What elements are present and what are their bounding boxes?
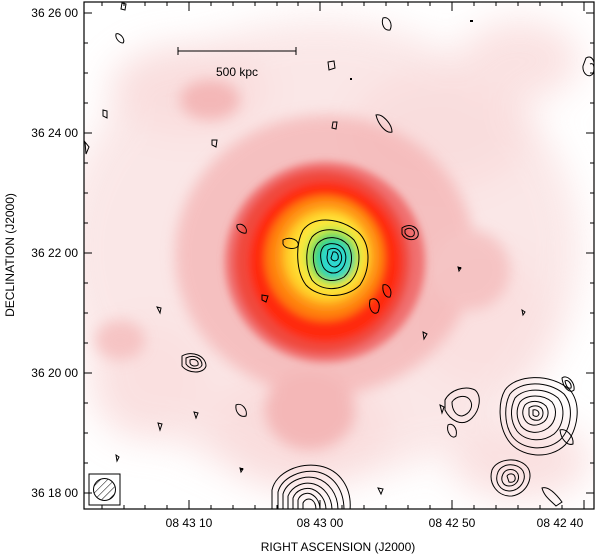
plot-frame: [83, 1, 595, 510]
y-tick-label: 36 20 00: [31, 366, 78, 380]
xray-emission-map: [84, 2, 594, 509]
x-tick-label: 08 43 10: [166, 516, 213, 530]
axis-ticks: [84, 2, 594, 509]
scale-bar-label: 500 kpc: [216, 65, 258, 79]
noise-specks: [240, 20, 473, 470]
x-axis-title: RIGHT ASCENSION (J2000): [261, 540, 416, 554]
x-tick-label: 08 43 00: [297, 516, 344, 530]
y-axis-title: DECLINATION (J2000): [3, 193, 17, 317]
y-tick-label: 36 26 00: [31, 6, 78, 20]
y-tick-label: 36 18 00: [31, 486, 78, 500]
x-tick-label: 08 42 40: [537, 516, 584, 530]
y-tick-labels: 36 26 00 36 24 00 36 22 00 36 20 00 36 1…: [31, 6, 78, 500]
radio-contours: [84, 2, 594, 509]
y-tick-label: 36 24 00: [31, 126, 78, 140]
y-tick-label: 36 22 00: [31, 246, 78, 260]
scale-bar: [177, 47, 297, 55]
beam-marker: [88, 473, 121, 506]
x-tick-label: 08 42 50: [429, 516, 476, 530]
x-tick-labels: 08 43 10 08 43 00 08 42 50 08 42 40: [166, 516, 584, 530]
